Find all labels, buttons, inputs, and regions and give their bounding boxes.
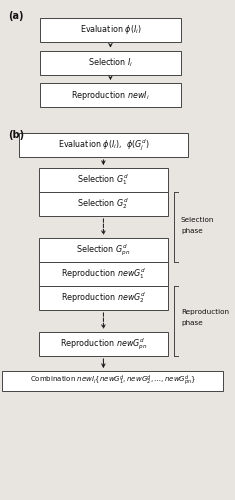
Text: Selection $G^d_1$: Selection $G^d_1$ [78, 172, 129, 188]
Text: Selection: Selection [181, 217, 214, 223]
FancyBboxPatch shape [39, 192, 168, 216]
Text: Reproduction $newG^d_1$: Reproduction $newG^d_1$ [61, 266, 146, 281]
Text: Selection $I_i$: Selection $I_i$ [88, 56, 133, 68]
FancyBboxPatch shape [40, 50, 181, 74]
Text: Reproduction $newG^d_{pn}$: Reproduction $newG^d_{pn}$ [60, 336, 147, 352]
Text: (b): (b) [8, 130, 24, 140]
FancyBboxPatch shape [39, 262, 168, 286]
Text: Combination $newI_i\{newG^d_1, newG^d_2, \ldots, newG^d_{pn}\}$: Combination $newI_i\{newG^d_1, newG^d_2,… [30, 374, 196, 388]
Text: phase: phase [181, 228, 203, 234]
FancyBboxPatch shape [2, 371, 223, 391]
Text: Reproduction: Reproduction [181, 309, 229, 315]
FancyBboxPatch shape [40, 83, 181, 107]
FancyBboxPatch shape [40, 18, 181, 42]
Text: Selection $G^d_{pn}$: Selection $G^d_{pn}$ [76, 242, 131, 258]
Text: (a): (a) [8, 11, 24, 21]
FancyBboxPatch shape [19, 133, 188, 157]
Text: Evaluation $\phi(I_i)$: Evaluation $\phi(I_i)$ [80, 24, 141, 36]
Text: Reproduction $newG^d_2$: Reproduction $newG^d_2$ [61, 290, 146, 306]
Text: Reproduction $newI_i$: Reproduction $newI_i$ [71, 88, 150, 102]
FancyBboxPatch shape [39, 286, 168, 310]
FancyBboxPatch shape [39, 332, 168, 356]
FancyBboxPatch shape [39, 168, 168, 192]
Text: Evaluation $\phi(I_i)$,  $\phi(G^d_j)$: Evaluation $\phi(I_i)$, $\phi(G^d_j)$ [58, 137, 149, 153]
FancyBboxPatch shape [39, 238, 168, 262]
Text: phase: phase [181, 320, 203, 326]
Text: Selection $G^d_2$: Selection $G^d_2$ [78, 196, 129, 212]
